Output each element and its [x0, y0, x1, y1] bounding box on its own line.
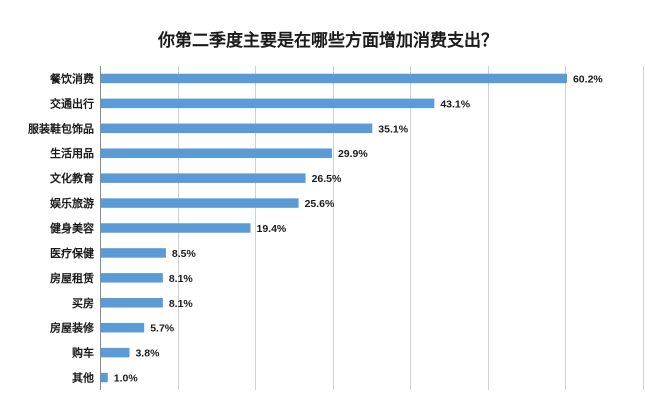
category-label: 交通出行: [50, 96, 94, 110]
bar: [100, 198, 299, 208]
value-label: 3.8%: [135, 348, 160, 360]
category-label: 娱乐旅游: [50, 196, 94, 210]
bar: [100, 322, 145, 333]
value-label: 19.4%: [256, 223, 286, 235]
bar: [100, 347, 130, 358]
bar: [100, 148, 332, 158]
category-label: 生活用品: [50, 146, 94, 160]
value-label: 8.5%: [172, 248, 197, 260]
category-labels: 餐饮消费交通出行服装鞋包饰品生活用品文化教育娱乐旅游健身美容医疗保健房屋租赁买房…: [28, 71, 95, 384]
bars: [100, 73, 567, 383]
bar: [100, 98, 435, 109]
value-label: 25.6%: [305, 198, 335, 210]
value-label: 1.0%: [114, 373, 139, 385]
bar: [100, 372, 108, 383]
category-label: 房屋装修: [50, 321, 95, 335]
value-label: 29.9%: [338, 148, 368, 160]
bar: [100, 223, 251, 233]
category-label: 房屋租赁: [50, 271, 94, 285]
value-label: 26.5%: [312, 173, 342, 185]
value-labels: 60.2% 43.1% 35.1% 29.9% 26.5% 25.6% 19.4% 8.5% 8…: [114, 73, 604, 384]
category-label: 餐饮消费: [49, 71, 94, 85]
chart-title: 你第二季度主要是在哪些方面增加消费支出？: [157, 30, 498, 51]
value-label: 8.1%: [169, 298, 194, 310]
category-label: 健身美容: [50, 221, 94, 235]
gridlines: [178, 66, 644, 390]
value-label: 35.1%: [378, 123, 408, 135]
category-label: 文化教育: [50, 171, 94, 185]
bar: [100, 273, 163, 283]
category-label: 买房: [72, 296, 94, 310]
category-label: 购车: [72, 346, 94, 360]
bar: [100, 73, 567, 84]
category-label: 服装鞋包饰品: [28, 121, 94, 135]
category-label: 其他: [72, 371, 94, 385]
value-label: 43.1%: [440, 98, 470, 110]
bar: [100, 123, 373, 134]
bar: [100, 248, 166, 258]
category-label: 医疗保健: [50, 246, 95, 260]
bar: [100, 298, 163, 308]
value-label: 5.7%: [150, 323, 175, 335]
value-label: 8.1%: [169, 273, 194, 285]
bar: [100, 173, 306, 183]
value-label: 60.2%: [573, 73, 603, 85]
